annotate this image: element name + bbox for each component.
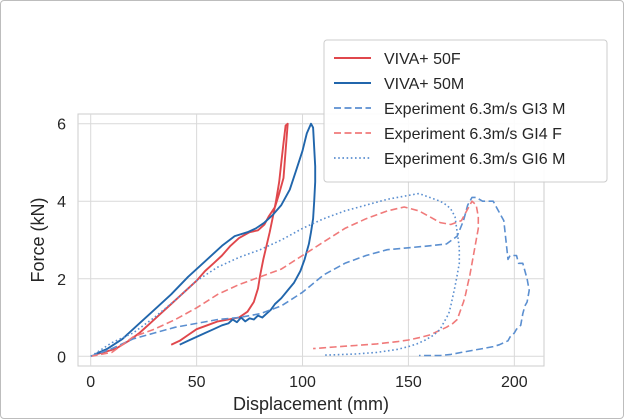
legend: VIVA+ 50F VIVA+ 50M Experiment 6.3m/s GI3 … <box>323 39 608 183</box>
series-line-4 <box>90 200 480 358</box>
legend-label: Experiment 6.3m/s GI3 M <box>384 101 565 118</box>
series-line-2 <box>94 122 317 356</box>
x-tick-label: 0 <box>86 374 95 391</box>
legend-label: Experiment 6.3m/s GI6 M <box>384 151 565 168</box>
x-tick-labels: 0 50 100 150 200 <box>86 374 528 391</box>
x-tick-label: 100 <box>289 374 316 391</box>
x-axis-label: Displacement (mm) <box>233 394 389 414</box>
y-tick-label: 4 <box>57 194 66 211</box>
legend-box <box>323 39 608 183</box>
y-tick-label: 0 <box>57 349 66 366</box>
y-axis-label: Force (kN) <box>28 198 48 283</box>
y-tick-label: 6 <box>57 117 66 134</box>
y-tick-labels: 0 2 4 6 <box>57 117 66 367</box>
legend-label: VIVA+ 50F <box>384 51 461 68</box>
x-tick-label: 50 <box>188 374 206 391</box>
x-tick-label: 200 <box>501 374 528 391</box>
y-tick-label: 2 <box>57 272 66 289</box>
series-group <box>90 122 531 358</box>
series-line-1 <box>94 122 289 356</box>
legend-label: Experiment 6.3m/s GI4 F <box>384 126 562 143</box>
series-line-3 <box>90 196 531 358</box>
x-tick-label: 150 <box>395 374 422 391</box>
legend-label: VIVA+ 50M <box>384 76 464 93</box>
